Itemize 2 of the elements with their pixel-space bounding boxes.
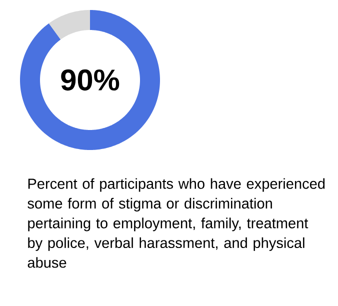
text: 90%	[61, 69, 120, 91]
text: Percent of participants who have experienced some form of stigma or discrimination pertaining to employment, family, treatment by police, verbal harassment, and physical abuse	[28, 178, 325, 268]
